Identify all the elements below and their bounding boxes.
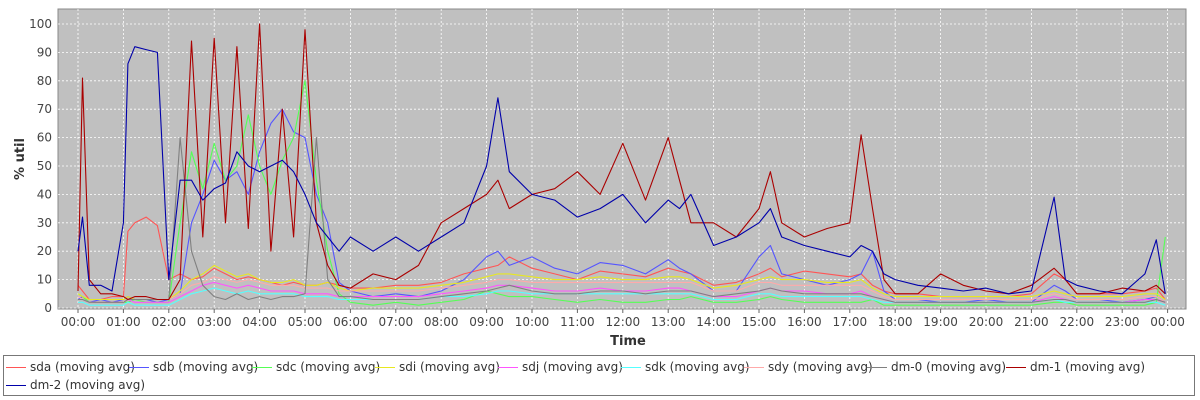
y-tick-label: 50: [37, 159, 52, 173]
x-tick-label: 11:00: [560, 315, 595, 329]
legend-swatch: [129, 367, 149, 368]
y-tick-label: 90: [37, 45, 52, 59]
x-tick-label: 08:00: [424, 315, 459, 329]
legend-label: sdb (moving avg): [153, 360, 259, 374]
y-tick-label: 80: [37, 74, 52, 88]
y-tick-label: 60: [37, 131, 52, 145]
legend-item-sdk: sdk (moving avg): [621, 360, 750, 374]
x-tick-label: 02:00: [152, 315, 187, 329]
legend-swatch: [375, 367, 395, 368]
x-tick-label: 17:00: [833, 315, 868, 329]
legend-item-sdc: sdc (moving avg): [252, 360, 380, 374]
y-tick-label: 30: [37, 216, 52, 230]
legend-label: dm-1 (moving avg): [1030, 360, 1146, 374]
x-tick-label: 16:00: [787, 315, 822, 329]
legend-swatch: [744, 367, 764, 368]
legend-swatch: [252, 367, 272, 368]
x-tick-label: 09:00: [469, 315, 504, 329]
x-tick-label: 04:00: [242, 315, 277, 329]
y-tick-label: 40: [37, 187, 52, 201]
y-tick-label: 70: [37, 102, 52, 116]
series-line-dm-2: [77, 46, 1166, 295]
y-tick-label: 20: [37, 244, 52, 258]
x-tick-label: 07:00: [379, 315, 414, 329]
x-tick-label: 03:00: [197, 315, 232, 329]
legend-swatch: [621, 367, 641, 368]
legend-swatch: [6, 385, 26, 386]
series-line-sdi: [77, 264, 1166, 301]
x-tick-label: 06:00: [333, 315, 368, 329]
x-tick-label: 20:00: [969, 315, 1004, 329]
legend-label: dm-0 (moving avg): [891, 360, 1007, 374]
y-tick-label: 100: [29, 17, 52, 31]
x-tick-label: 13:00: [651, 315, 686, 329]
line-chart: 0 10 20 30 40 50 60 70 80 90 100 00:00 01:00 02:00 03…: [13, 8, 1187, 349]
x-tick-label: 21:00: [1014, 315, 1049, 329]
legend-label: sdk (moving avg): [645, 360, 750, 374]
legend-item-dm-1: dm-1 (moving avg): [1006, 360, 1145, 374]
y-tick-label: 10: [37, 273, 52, 287]
y-axis: 0 10 20 30 40 50 60 70 80 90 100: [29, 17, 52, 315]
legend-swatch: [6, 367, 26, 368]
legend-swatch: [1006, 367, 1026, 368]
series-line-dm-0: [78, 137, 1166, 303]
x-tick-label: 23:00: [1105, 315, 1140, 329]
chart-legend: sda (moving avg) sdb (moving avg) sdc (mov…: [3, 355, 1195, 396]
legend-item-sdj: sdj (moving avg): [498, 360, 623, 374]
x-tick-label: 14:00: [696, 315, 731, 329]
legend-label: sdi (moving avg): [399, 360, 500, 374]
y-tick-label: 0: [44, 301, 52, 315]
x-axis: 00:00 01:00 02:00 03:00 04:00 05:00 06:00 07:00…: [61, 309, 1185, 329]
legend-label: sda (moving avg): [30, 360, 135, 374]
legend-label: dm-2 (moving avg): [30, 378, 146, 392]
x-tick-label: 19:00: [923, 315, 958, 329]
legend-swatch: [498, 367, 518, 368]
x-tick-label: 10:00: [515, 315, 550, 329]
series-layer: [77, 23, 1166, 306]
plot-area: [57, 8, 1187, 310]
legend-item-sdb: sdb (moving avg): [129, 360, 258, 374]
legend-item-dm-2: dm-2 (moving avg): [6, 378, 145, 392]
series-line-sdy: [77, 276, 1166, 303]
legend-swatch: [867, 367, 887, 368]
legend-label: sdc (moving avg): [276, 360, 381, 374]
x-tick-label: 12:00: [606, 315, 641, 329]
x-tick-label: 00:00: [61, 315, 96, 329]
legend-item-sdi: sdi (moving avg): [375, 360, 500, 374]
series-line-dm-1: [77, 23, 1166, 301]
x-tick-label: 22:00: [1060, 315, 1095, 329]
x-tick-label: 00:00: [1150, 315, 1185, 329]
legend-item-sda: sda (moving avg): [6, 360, 135, 374]
x-tick-label: 01:00: [106, 315, 141, 329]
grid-lines: [58, 9, 1186, 309]
x-tick-label: 15:00: [742, 315, 777, 329]
y-axis-title: % util: [13, 138, 28, 180]
legend-item-sdy: sdy (moving avg): [744, 360, 873, 374]
x-axis-title: Time: [610, 334, 646, 349]
legend-item-dm-0: dm-0 (moving avg): [867, 360, 1006, 374]
x-tick-label: 18:00: [878, 315, 913, 329]
legend-label: sdj (moving avg): [522, 360, 623, 374]
series-line-sdc: [77, 80, 1166, 306]
x-tick-label: 05:00: [288, 315, 323, 329]
legend-label: sdy (moving avg): [768, 360, 873, 374]
